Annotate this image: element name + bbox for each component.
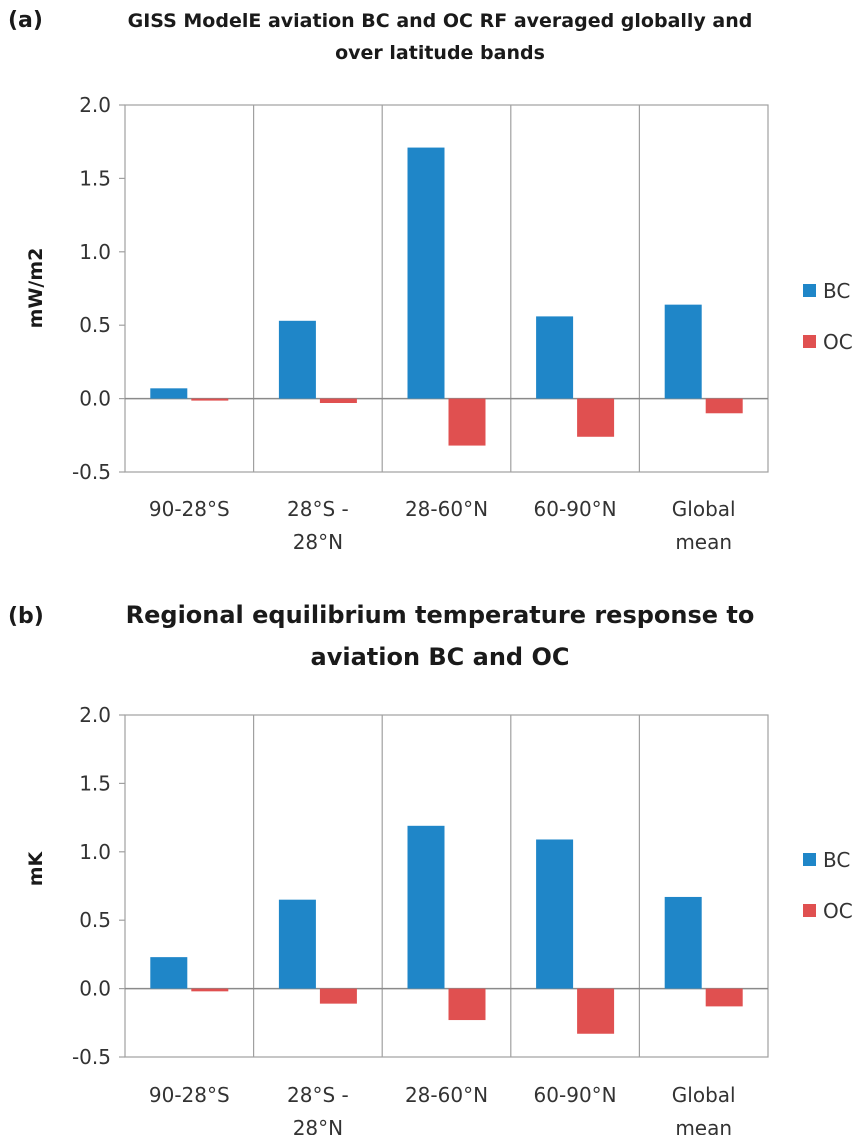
y-tick-label: 0.5 bbox=[79, 313, 111, 337]
y-tick-label: 0.5 bbox=[79, 908, 111, 932]
bar-chart-b: 2.0 1.5 1.0 0.5 0.0 -0.5 90-28°S 28°S - 28°N 28-6… bbox=[25, 703, 853, 1135]
category-label: 60-90°N bbox=[534, 1083, 617, 1107]
bar-bc bbox=[278, 320, 316, 399]
bar-bc bbox=[664, 304, 702, 399]
bar-oc bbox=[191, 398, 229, 401]
y-axis-label: mW/m2 bbox=[25, 248, 47, 329]
category-label: mean bbox=[675, 530, 732, 554]
bar-chart-a: 2.0 1.5 1.0 0.5 0.0 -0.5 90-28°S 28°S - 28°N 28-6… bbox=[25, 93, 853, 554]
category-label: mean bbox=[675, 1116, 732, 1135]
bar-oc bbox=[319, 988, 357, 1004]
legend-swatch-bc bbox=[803, 853, 816, 866]
bar-oc bbox=[577, 398, 615, 437]
category-label: 90-28°S bbox=[149, 1083, 230, 1107]
y-tick-label: 0.0 bbox=[79, 387, 111, 411]
y-tick-label: 1.0 bbox=[79, 840, 111, 864]
bar-bc bbox=[150, 388, 188, 399]
bar-bc bbox=[407, 825, 445, 989]
bar-oc bbox=[319, 398, 357, 404]
category-label: Global bbox=[672, 497, 736, 521]
bar-bc bbox=[407, 147, 445, 399]
legend-label-oc: OC bbox=[823, 330, 853, 354]
chart-title-line-2: over latitude bands bbox=[335, 42, 545, 64]
chart-panel-b: (b) Regional equilibrium temperature res… bbox=[0, 567, 865, 1135]
y-tick-label: 2.0 bbox=[79, 703, 111, 727]
y-tick-label: 1.5 bbox=[79, 166, 111, 190]
plot-frame bbox=[124, 714, 769, 1058]
legend-label-bc: BC bbox=[823, 279, 850, 303]
category-label: 90-28°S bbox=[149, 497, 230, 521]
y-tick-label: -0.5 bbox=[72, 460, 111, 484]
chart-title-line-1: Regional equilibrium temperature respons… bbox=[125, 601, 755, 629]
chart-title-line-2: aviation BC and OC bbox=[310, 643, 570, 671]
category-label: 28°S - bbox=[287, 1083, 349, 1107]
panel-label: (b) bbox=[8, 604, 44, 629]
bar-oc bbox=[577, 988, 615, 1034]
y-tick-label: -0.5 bbox=[72, 1045, 111, 1069]
bar-bc bbox=[664, 896, 702, 989]
y-tick-label: 1.5 bbox=[79, 771, 111, 795]
category-label: 28-60°N bbox=[405, 1083, 488, 1107]
bar-oc bbox=[448, 988, 486, 1021]
category-label: 28-60°N bbox=[405, 497, 488, 521]
category-label: 28°N bbox=[293, 530, 343, 554]
bar-oc bbox=[448, 398, 486, 446]
y-tick-label: 1.0 bbox=[79, 240, 111, 264]
chart-title-line-1: GISS ModelE aviation BC and OC RF averag… bbox=[127, 10, 753, 32]
chart-panel-a: (a) GISS ModelE aviation BC and OC RF av… bbox=[0, 0, 865, 567]
category-label: 28°N bbox=[293, 1116, 343, 1135]
y-tick-label: 0.0 bbox=[79, 977, 111, 1001]
category-label: Global bbox=[672, 1083, 736, 1107]
legend-label-bc: BC bbox=[823, 848, 850, 872]
y-tick-label: 2.0 bbox=[79, 93, 111, 117]
legend-swatch-bc bbox=[803, 284, 816, 297]
legend-label-oc: OC bbox=[823, 899, 853, 923]
plot-frame bbox=[124, 104, 769, 473]
category-label: 60-90°N bbox=[534, 497, 617, 521]
bar-bc bbox=[536, 839, 574, 989]
bar-bc bbox=[150, 957, 188, 989]
panel-label: (a) bbox=[8, 8, 43, 33]
bar-oc bbox=[191, 988, 229, 992]
bar-oc bbox=[705, 398, 743, 414]
bar-bc bbox=[536, 316, 574, 399]
bar-bc bbox=[278, 899, 316, 989]
category-label: 28°S - bbox=[287, 497, 349, 521]
y-axis-label: mK bbox=[25, 850, 47, 886]
bar-oc bbox=[705, 988, 743, 1007]
legend-swatch-oc bbox=[803, 335, 816, 348]
legend-swatch-oc bbox=[803, 904, 816, 917]
